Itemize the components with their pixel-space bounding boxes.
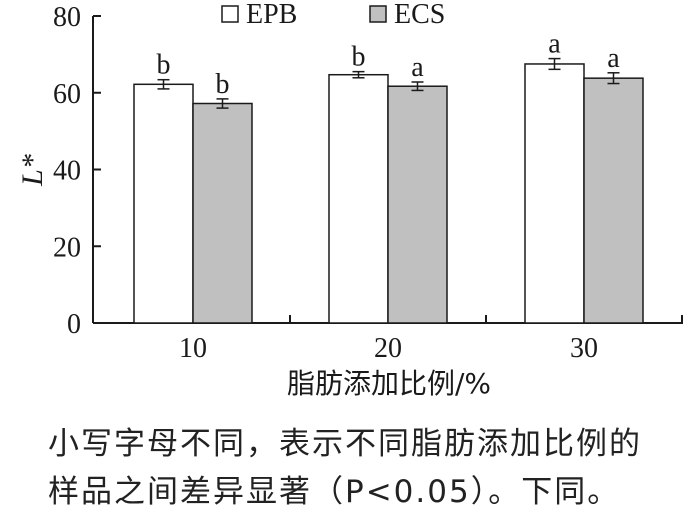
significance-letter: a <box>607 43 620 74</box>
y-tick-label: 60 <box>53 79 81 110</box>
bar-epb <box>524 63 585 324</box>
x-tick-label: 10 <box>179 333 207 364</box>
bar-chart: 0 20 40 60 80 10 20 30 b b a b a a EPB ECS 脂肪添加比例/% L… <box>16 0 683 400</box>
legend-label: EPB <box>246 0 297 30</box>
y-tick-label: 80 <box>53 2 81 33</box>
significance-letter: a <box>548 29 561 60</box>
chart-legend: EPB ECS <box>221 0 445 30</box>
x-tick-label: 20 <box>374 333 402 364</box>
significance-letter: b <box>216 69 230 100</box>
x-tick-label: 30 <box>570 333 598 364</box>
y-tick-label: 40 <box>53 156 81 187</box>
significance-letter: b <box>352 42 366 73</box>
bar-epb <box>328 73 389 324</box>
caption-line-1: 小写字母不同，表示不同脂肪添加比例的 <box>48 426 642 462</box>
bar-ecs <box>192 102 253 324</box>
legend-label: ECS <box>394 0 445 30</box>
bar-ecs <box>583 77 644 324</box>
caption-line-2: 样品之间差异显著（P<0.05）。下同。 <box>48 474 621 510</box>
y-tick-label: 20 <box>53 232 81 263</box>
chart-bars: b b a b a a <box>133 29 644 324</box>
legend-swatch-ecs <box>369 5 387 23</box>
bar-epb <box>133 83 194 324</box>
x-axis-label: 脂肪添加比例/% <box>287 367 491 400</box>
y-axis-label: L* <box>16 154 49 187</box>
significance-letter: a <box>411 52 424 83</box>
y-tick-label: 0 <box>67 309 81 340</box>
bar-ecs <box>387 85 448 324</box>
legend-swatch-epb <box>221 5 239 23</box>
significance-letter: b <box>157 50 171 81</box>
